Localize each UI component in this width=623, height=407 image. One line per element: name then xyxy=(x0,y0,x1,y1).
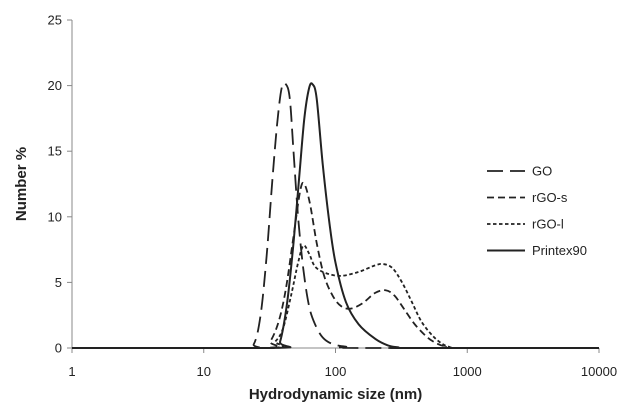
y-tick-label: 25 xyxy=(48,13,62,28)
y-tick-label: 10 xyxy=(48,209,62,224)
y-tick-label: 15 xyxy=(48,144,62,159)
series-line-rgo-s xyxy=(72,181,599,349)
x-tick-label: 100 xyxy=(325,364,347,379)
series-line-go xyxy=(72,82,599,349)
legend-label-printex90: Printex90 xyxy=(532,243,587,258)
series-layer xyxy=(72,82,599,350)
series-line-printex90 xyxy=(72,82,599,350)
legend-label-rgo-l: rGO-l xyxy=(532,217,564,232)
x-tick-label: 1000 xyxy=(453,364,482,379)
series-line-rgo-l xyxy=(72,244,599,349)
y-tick-label: 5 xyxy=(55,275,62,290)
y-tick-label: 0 xyxy=(55,341,62,356)
legend-label-go: GO xyxy=(532,164,552,179)
y-tick-label: 20 xyxy=(48,78,62,93)
axes: 1 10 100 1000 10000 0 5 10 15 20 25 xyxy=(48,13,618,380)
y-axis-title: Number % xyxy=(13,147,30,221)
x-tick-label: 10 xyxy=(197,364,211,379)
x-tick-label: 10000 xyxy=(581,364,617,379)
x-tick-label: 1 xyxy=(68,364,75,379)
x-axis-title: Hydrodynamic size (nm) xyxy=(249,386,422,403)
legend: GO rGO-s rGO-l Printex90 xyxy=(487,164,587,258)
legend-label-rgo-s: rGO-s xyxy=(532,190,568,205)
